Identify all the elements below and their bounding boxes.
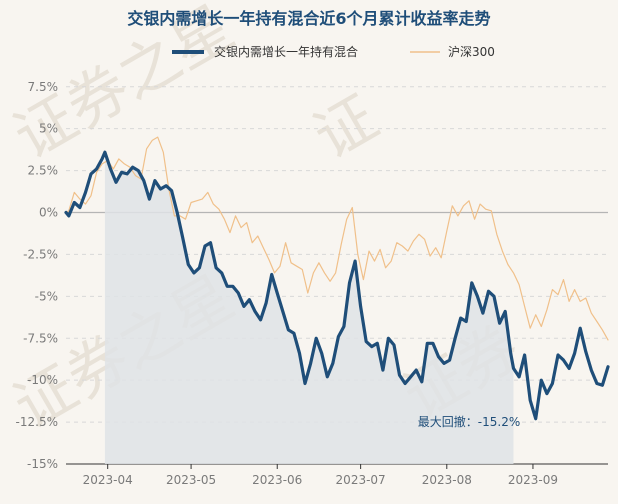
y-tick-label: -15% xyxy=(27,457,58,471)
y-tick-label: 7.5% xyxy=(28,80,59,94)
x-tick-label: 2023-07 xyxy=(336,473,386,487)
drawdown-shade-layer xyxy=(104,152,514,464)
y-tick-label: -2.5% xyxy=(23,247,58,261)
x-tick-label: 2023-05 xyxy=(166,473,216,487)
drawdown-shade xyxy=(104,152,514,464)
y-tick-label: 0% xyxy=(39,206,58,220)
series-line-fund xyxy=(64,150,610,421)
y-tick-label: 2.5% xyxy=(28,164,59,178)
legend: 交银内需增长一年持有混合 沪深300 xyxy=(172,44,495,59)
series-line-index xyxy=(65,136,609,341)
y-axis-ticks: 7.5% 5% 2.5% 0% -2.5% -5% -7.5% -10% -12.5% -15% xyxy=(16,80,58,471)
series-layer xyxy=(64,136,610,421)
drawdown-label: 最大回撤：-15.2% xyxy=(418,414,520,429)
x-axis-ticks: 2023-04 2023-05 2023-06 2023-07 2023-08 2023-… xyxy=(83,464,558,487)
y-tick-label: -5% xyxy=(35,289,58,303)
chart-title: 交银内需增长一年持有混合近6个月累计收益率走势 xyxy=(127,9,490,28)
x-tick-label: 2023-04 xyxy=(83,473,133,487)
y-tick-label: -7.5% xyxy=(23,331,58,345)
x-tick-label: 2023-06 xyxy=(252,473,302,487)
svg-text:证: 证 xyxy=(303,82,390,173)
y-tick-label: -10% xyxy=(27,373,58,387)
y-tick-label: 5% xyxy=(39,122,58,136)
y-tick-label: -12.5% xyxy=(16,415,58,429)
legend-label-fund: 交银内需增长一年持有混合 xyxy=(214,44,358,59)
legend-label-index: 沪深300 xyxy=(448,45,495,59)
x-tick-label: 2023-08 xyxy=(422,473,472,487)
x-tick-label: 2023-09 xyxy=(508,473,558,487)
